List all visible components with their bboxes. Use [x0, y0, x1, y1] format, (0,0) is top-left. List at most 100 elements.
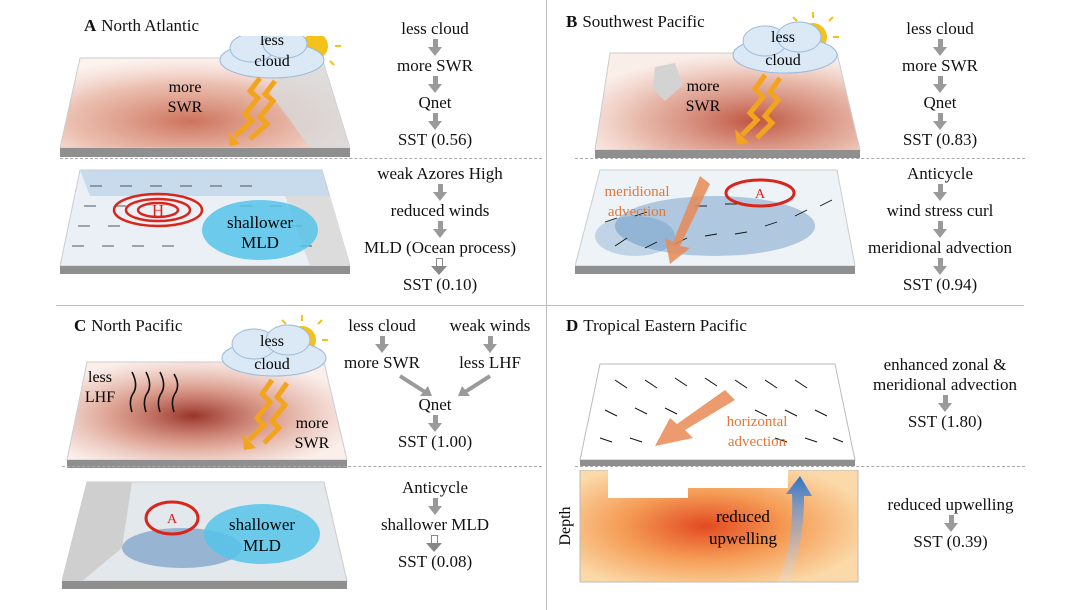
swr-label-1: more: [169, 79, 202, 96]
panel-c-flow-2: Anticycle shallower MLD SST (0.08): [360, 478, 510, 572]
sunlight-arrow-icon: [233, 76, 277, 141]
lhf-label-1: less: [88, 369, 112, 386]
upwelling-label-2: upwelling: [709, 529, 777, 548]
panel-d-flow-1: enhanced zonal & meridional advection SS…: [860, 355, 1030, 432]
flow-arrow-icon: [398, 374, 492, 394]
cloud-icon: [221, 324, 327, 377]
flow-step: SST (1.80): [907, 412, 983, 431]
mld-label-2: MLD: [241, 233, 279, 252]
anticyclone-label: A: [167, 512, 178, 527]
flow-step: Anticycle: [906, 164, 974, 183]
cloud-label-1: less: [771, 29, 795, 46]
cloud-label-1: less: [260, 333, 284, 350]
panel-c-flow-left: less cloud more SWR: [322, 316, 442, 373]
flow-arrow-icon: [933, 113, 947, 130]
flow-step: wind stress curl: [886, 201, 994, 220]
panel-name: North Pacific: [91, 316, 183, 335]
swr-label-2: SWR: [168, 99, 203, 116]
flow-arrow-icon: [933, 76, 947, 93]
flow-step: less cloud: [906, 19, 974, 38]
flow-step: MLD (Ocean process): [364, 238, 516, 257]
flow-step: Qnet: [418, 93, 452, 112]
panel-c-separator: [62, 466, 542, 467]
panel-c-map-bottom: A shallower MLD: [62, 481, 348, 589]
panel-c-flow-right: weak winds less LHF: [435, 316, 545, 373]
anticyclone-label: A: [755, 187, 766, 202]
panel-b-map-top: less cloud more SWR: [594, 12, 861, 158]
horizontal-divider: [56, 305, 1024, 306]
panel-b-title: B Southwest Pacific: [566, 12, 705, 32]
panel-name: Tropical Eastern Pacific: [583, 316, 747, 335]
swr-label-2: SWR: [686, 98, 721, 115]
flow-arrow-icon: [431, 258, 447, 275]
panel-b-separator: [575, 158, 1025, 159]
cloud-label-2: cloud: [765, 52, 801, 69]
cloud-label-2: cloud: [254, 356, 290, 373]
mld-area: [204, 504, 320, 564]
panel-a-map-bottom: H shallower MLD: [60, 169, 350, 274]
flow-step: SST (0.83): [902, 130, 978, 149]
panel-b-map-bottom: A meridional advection: [575, 169, 856, 274]
anticyclone-icon: [144, 500, 200, 536]
cloud-icon: [732, 21, 838, 74]
sunlight-arrow-icon: [740, 73, 783, 140]
flow-step: reduced upwelling: [887, 495, 1014, 514]
upwelling-arrow-icon: [778, 476, 812, 582]
flow-arrow-icon: [433, 184, 447, 201]
panel-name: Southwest Pacific: [582, 12, 705, 31]
lhf-label-2: LHF: [85, 389, 115, 406]
flow-step: Anticycle: [401, 478, 469, 497]
depth-label: Depth: [558, 506, 574, 545]
swr-label-1: more: [296, 415, 329, 432]
advection-arrow-icon: [655, 390, 735, 446]
flow-arrow-icon: [428, 415, 442, 432]
flow-step: SST (0.39): [913, 532, 988, 551]
panel-c-title: C North Pacific: [74, 316, 182, 336]
panel-a-flow-1: less cloud more SWR Qnet SST (0.56): [355, 19, 515, 150]
panel-letter: A: [84, 16, 97, 35]
high-label: H: [152, 201, 164, 220]
flow-arrow-icon: [428, 76, 442, 93]
advection-label-2: advection: [728, 434, 787, 450]
panel-a-map-top: less cloud more SWR: [60, 36, 350, 157]
advection-arrow-icon: [665, 176, 710, 264]
flow-step: enhanced zonal &: [883, 355, 1007, 374]
panel-a-separator: [60, 158, 542, 159]
anticyclone-icon: [724, 178, 796, 208]
flow-step: less cloud: [401, 19, 469, 38]
high-pressure-icon: [112, 192, 204, 228]
panel-d-section: Depth reduced upwelling: [558, 470, 859, 583]
flow-step: Qnet: [923, 93, 957, 112]
advection-label-1: meridional: [605, 184, 670, 200]
flow-step: weak Azores High: [377, 164, 503, 183]
mld-label-1: shallower: [229, 515, 295, 534]
advection-label-2: advection: [608, 204, 667, 220]
sunlight-arrow-icon: [247, 378, 290, 445]
flow-arrow-icon: [938, 395, 952, 412]
mld-label-1: shallower: [227, 213, 293, 232]
panel-letter: C: [74, 316, 87, 335]
merge-arrows: [398, 374, 492, 396]
panel-a-title: A North Atlantic: [84, 16, 199, 36]
panel-letter: B: [566, 12, 578, 31]
flow-step: meridional advection: [873, 375, 1017, 394]
flow-arrow-icon: [433, 221, 447, 238]
flow-arrow-icon: [933, 221, 947, 238]
panel-c-map-top: less cloud less LHF more SWR: [66, 315, 348, 468]
flow-arrow-icon: [428, 39, 442, 56]
panel-d-map-top: horizontal advection: [579, 363, 856, 466]
flow-step: SST (0.10): [402, 275, 478, 294]
flow-step: more SWR: [343, 353, 421, 372]
cloud-label-2: cloud: [254, 53, 290, 70]
panel-letter: D: [566, 316, 579, 335]
flow-step: weak winds: [449, 316, 531, 335]
flow-arrow-icon: [426, 535, 442, 552]
flow-step: reduced winds: [390, 201, 490, 220]
flow-arrow-icon: [943, 515, 958, 532]
flow-arrow-icon: [375, 336, 389, 353]
cloud-label-1: less: [260, 36, 284, 49]
flow-step: Qnet: [418, 395, 452, 414]
flow-arrow-icon: [933, 39, 947, 56]
panel-b-flow-2: Anticycle wind stress curl meridional ad…: [845, 164, 1035, 295]
flow-step: meridional advection: [868, 238, 1012, 257]
